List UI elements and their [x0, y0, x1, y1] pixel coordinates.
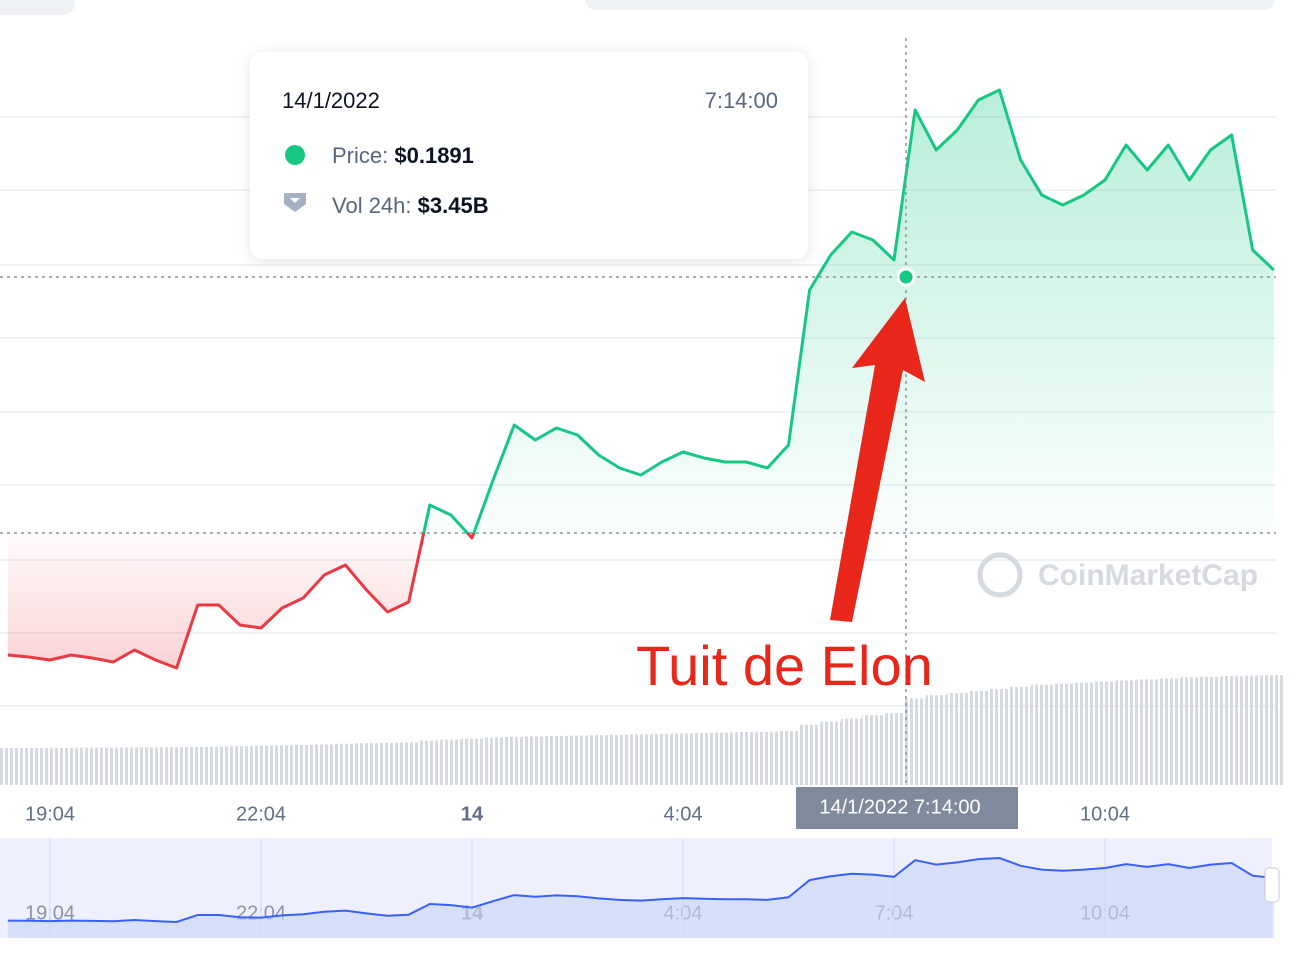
navigator-handle[interactable]	[1264, 867, 1280, 903]
volume-bar	[313, 744, 335, 785]
volume-bar	[756, 731, 778, 785]
volume-bar	[1242, 675, 1264, 785]
price-line	[7, 88, 1275, 670]
top-bar	[585, 0, 1275, 10]
volume-bar	[925, 695, 947, 785]
volume-bar	[883, 713, 905, 785]
crosshair-dot	[896, 267, 916, 287]
tooltip-date: 14/1/2022	[282, 88, 380, 113]
crosshair-label: 14/1/2022 7:14:00	[819, 796, 980, 818]
volume-bar	[482, 737, 504, 785]
tooltip-value: $3.45B	[417, 193, 489, 218]
volume-bar	[904, 698, 926, 785]
volume-bar	[377, 742, 399, 785]
volume-bar	[1073, 682, 1095, 785]
volume-bar	[419, 740, 441, 785]
volume-bar	[398, 742, 420, 785]
top-tab	[0, 0, 75, 15]
volume-bar	[1157, 678, 1179, 785]
volume-bar	[1010, 686, 1032, 785]
volume-bar	[672, 733, 694, 785]
volume-bar	[440, 739, 462, 785]
volume-bar	[799, 724, 821, 785]
volume-bar	[545, 735, 567, 785]
volume-bar	[1115, 680, 1137, 785]
watermark: CoinMarketCap	[1038, 559, 1258, 592]
annotation-arrow	[830, 298, 925, 622]
tooltip-price-dot	[285, 145, 305, 165]
volume-bar	[989, 688, 1011, 785]
volume-bar	[334, 743, 356, 785]
volume-bar	[208, 746, 230, 785]
volume-bar	[651, 733, 673, 785]
tooltip-time: 7:14:00	[704, 88, 778, 113]
annotation: Tuit de Elon	[636, 634, 933, 697]
volume-bar	[567, 735, 589, 785]
x-tick-label: 14	[461, 803, 484, 825]
volume-bar	[1200, 676, 1222, 785]
volume-bar	[1178, 677, 1200, 785]
volume-bar	[524, 736, 546, 785]
volume-bar	[187, 746, 209, 785]
volume-bar	[1136, 679, 1158, 785]
volume-bar	[588, 735, 610, 785]
tooltip-vol-icon	[284, 193, 306, 212]
volume-bar	[630, 734, 652, 785]
tooltip-label: Vol 24h:	[332, 193, 412, 218]
volume-bar	[1031, 684, 1053, 785]
volume-bar	[0, 748, 19, 785]
volume-bar	[946, 693, 968, 785]
volume-bar	[1094, 681, 1116, 785]
watermark-logo	[977, 552, 1023, 598]
tooltip: 14/1/2022 7:14:00 Price: $0.1891 Vol 24h…	[250, 52, 808, 259]
volume-bar	[714, 732, 736, 785]
volume-bar	[820, 721, 842, 785]
volume-bar	[1052, 683, 1074, 785]
crosshair-label-bg	[796, 787, 1018, 829]
volume-bar	[60, 747, 82, 785]
volume-bar	[735, 732, 757, 785]
volume-bar	[356, 743, 378, 785]
volume-bar	[39, 747, 61, 785]
tooltip-value: $0.1891	[394, 143, 474, 168]
price-area	[7, 90, 1274, 668]
volume-bar	[503, 736, 525, 785]
volume-bar	[102, 747, 124, 785]
volume-bar	[81, 747, 103, 785]
volume-bar	[145, 747, 167, 785]
volume-bar	[862, 715, 884, 785]
volume-bar	[967, 690, 989, 785]
x-tick-label: 19:04	[25, 803, 75, 825]
volume-bar	[292, 744, 314, 785]
volume-bar	[229, 746, 251, 785]
x-tick-label: 22:04	[236, 803, 286, 825]
navigator-area	[7, 858, 1274, 938]
volume-bar	[778, 731, 800, 785]
volume-bar	[123, 747, 145, 785]
navigator-line	[7, 856, 1274, 924]
x-tick-label: 4:04	[664, 803, 703, 825]
tooltip-price-row: Price: $0.1891	[332, 143, 474, 169]
volume-bar	[250, 745, 272, 785]
volume-bar	[693, 733, 715, 785]
volume-bar	[461, 738, 483, 785]
tooltip-label: Price:	[332, 143, 389, 168]
x-tick-label: 10:04	[1080, 803, 1130, 825]
volume-bar	[1263, 675, 1285, 785]
volume-bar	[18, 748, 40, 785]
volume-bar	[841, 718, 863, 785]
volume-bar	[271, 745, 293, 785]
volume-bar	[1221, 676, 1243, 785]
volume-bar	[609, 734, 631, 785]
tooltip-vol-row: Vol 24h: $3.45B	[332, 193, 489, 219]
volume-bar	[166, 747, 188, 785]
